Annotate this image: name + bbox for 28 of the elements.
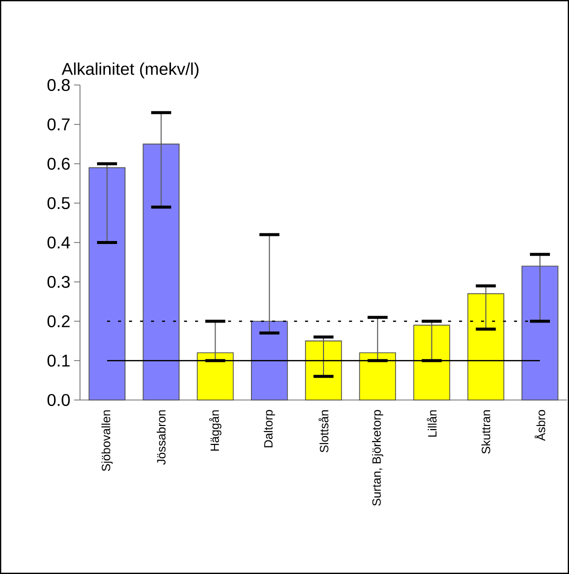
bar [88, 167, 126, 400]
x-tick-label: Åsbro [534, 410, 546, 441]
x-tick-label: Slottsån [318, 410, 328, 452]
bar [359, 352, 396, 400]
x-tick-label: Häggån [209, 410, 222, 451]
bar [196, 352, 234, 400]
bar [305, 340, 342, 400]
y-tick-label: 0.7 [47, 118, 70, 130]
x-tick-label: Skuttran [481, 410, 490, 454]
x-tick-label: Daltorp [264, 410, 275, 448]
y-tick-label: 0.6 [47, 158, 70, 170]
bar [250, 320, 288, 400]
y-tick-label: 0.0 [47, 394, 70, 406]
bar [142, 144, 180, 400]
x-tick-label: Lillån [426, 410, 437, 437]
bar [522, 266, 558, 400]
y-tick-label: 0.1 [47, 354, 70, 367]
y-tick-label: 0.5 [47, 197, 70, 210]
y-tick-label: 0.8 [47, 78, 70, 92]
x-tick-label: Surtan, Björketorp [372, 410, 384, 506]
y-tick-label: 0.2 [47, 315, 70, 328]
chart-title: Alkalinitet (mekv/l) [62, 62, 198, 78]
x-tick-label: Jössabron [156, 410, 166, 465]
bar [467, 293, 504, 400]
x-tick-label: Sjöbovallen [101, 410, 113, 472]
y-tick-label: 0.3 [47, 276, 70, 288]
y-tick-label: 0.4 [47, 236, 70, 249]
bar [413, 324, 450, 400]
